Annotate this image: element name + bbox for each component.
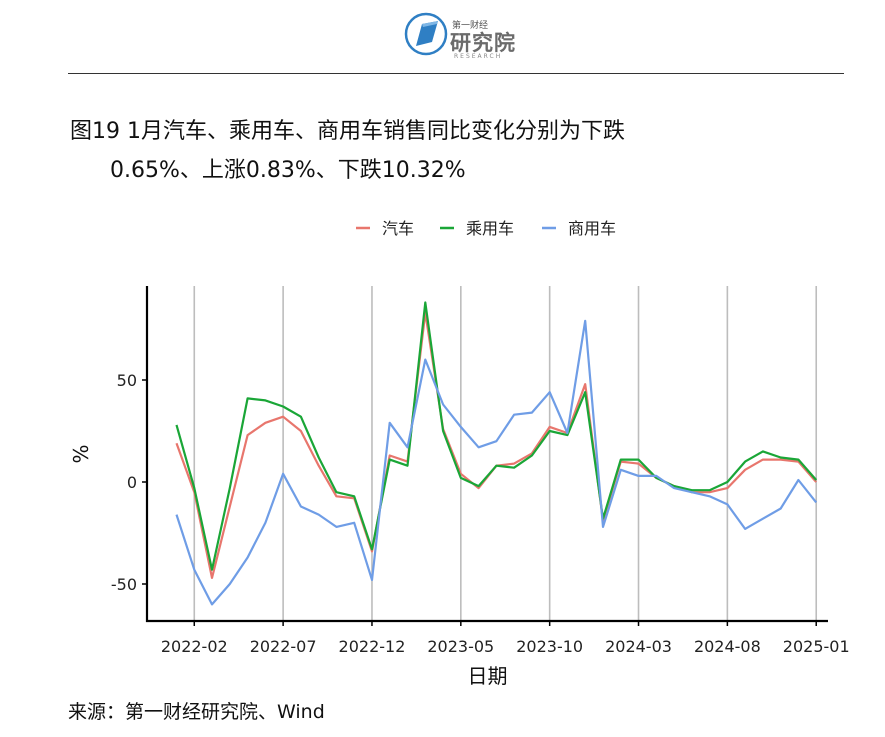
series-line-commercial — [175, 319, 818, 606]
legend: 汽车 乘用车 商用车 — [356, 219, 616, 238]
logo: 第一财经 研究院 RESEARCH — [404, 12, 524, 62]
logo-big-text: 研究院 — [450, 31, 516, 55]
y-tick-label: 50 — [117, 371, 137, 390]
series-lines — [175, 301, 818, 606]
x-tick-label: 2022-12 — [339, 637, 406, 656]
chart-title-line-1: 图19 1月汽车、乘用车、商用车销售同比变化分别为下跌 — [70, 119, 625, 144]
logo-mark-icon — [404, 12, 448, 56]
logo-en-text: RESEARCH — [454, 53, 503, 60]
legend-label-passenger: 乘用车 — [466, 219, 514, 238]
grid-lines — [193, 286, 818, 621]
axes — [142, 286, 828, 626]
y-tick-label: 0 — [127, 473, 137, 492]
chart-title: 图19 1月汽车、乘用车、商用车销售同比变化分别为下跌 0.65%、上涨0.83… — [70, 112, 850, 190]
series-line-auto — [175, 311, 818, 580]
y-tick-label: -50 — [111, 575, 137, 594]
x-tick-label: 2023-05 — [427, 637, 494, 656]
header-rule — [68, 73, 844, 74]
x-tick-label: 2022-07 — [250, 637, 317, 656]
legend-label-auto: 汽车 — [382, 219, 414, 238]
source-note: 来源：第一财经研究院、Wind — [68, 701, 325, 723]
series-line-passenger — [175, 301, 818, 571]
x-tick-label: 2025-01 — [783, 637, 850, 656]
x-tick-label: 2024-08 — [694, 637, 761, 656]
line-chart: 汽车 乘用车 商用车 -50 0 50 2022-02 2022-07 2022-12 2023… — [69, 219, 850, 688]
x-tick-label: 2022-02 — [161, 637, 228, 656]
logo-small-text: 第一财经 — [452, 21, 489, 31]
chart-title-line-2: 0.65%、上涨0.83%、下跌10.32% — [110, 158, 466, 183]
x-tick-label: 2024-03 — [605, 637, 672, 656]
legend-label-commercial: 商用车 — [568, 219, 616, 238]
y-axis-title: % — [69, 444, 93, 463]
header: 第一财经 研究院 RESEARCH — [0, 0, 885, 74]
x-axis-title: 日期 — [468, 664, 508, 688]
tick-labels: -50 0 50 2022-02 2022-07 2022-12 2023-05 2023-1… — [111, 371, 850, 656]
x-tick-label: 2023-10 — [516, 637, 583, 656]
